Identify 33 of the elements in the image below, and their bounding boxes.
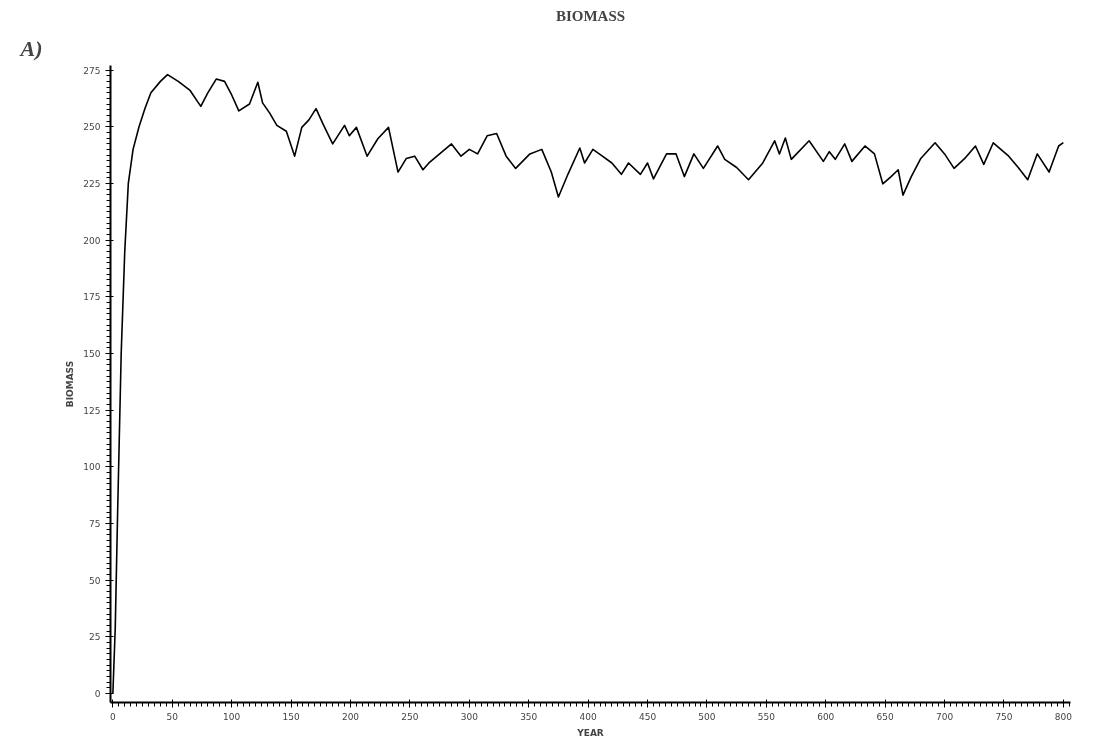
y-axis-title: BIOMASS xyxy=(65,360,76,408)
x-tick-label: 650 xyxy=(876,711,895,722)
x-tick-label: 400 xyxy=(579,711,597,722)
y-tick-label: 50 xyxy=(89,575,101,586)
x-axis-title: YEAR xyxy=(576,727,604,738)
y-tick-label: 175 xyxy=(83,292,101,303)
x-tick-label: 450 xyxy=(638,711,657,722)
x-tick-label: 350 xyxy=(520,711,538,722)
x-tick-label: 50 xyxy=(166,711,179,722)
y-tick-label: 25 xyxy=(89,632,101,643)
x-tick-label: 800 xyxy=(1054,711,1073,722)
x-tick-label: 750 xyxy=(995,711,1013,722)
y-tick-label: 125 xyxy=(83,405,101,416)
x-tick-label: 500 xyxy=(698,711,716,722)
y-tick-label: 200 xyxy=(83,235,101,246)
y-tick-label: 150 xyxy=(83,348,101,359)
y-tick-label: 100 xyxy=(83,462,101,473)
x-tick-label: 0 xyxy=(110,711,117,722)
x-tick-label: 700 xyxy=(935,711,954,722)
y-tick-label: 75 xyxy=(89,518,101,529)
x-tick-label: 150 xyxy=(282,711,300,722)
chart-title: BIOMASS xyxy=(555,7,626,24)
y-tick-label: 225 xyxy=(83,178,101,189)
x-tick-label: 200 xyxy=(341,711,360,722)
y-tick-label: 0 xyxy=(94,688,101,699)
x-tick-label: 250 xyxy=(401,711,419,722)
y-tick-label: 250 xyxy=(83,122,101,133)
x-tick-label: 100 xyxy=(223,711,241,722)
x-tick-label: 600 xyxy=(817,711,835,722)
x-tick-label: 550 xyxy=(757,711,776,722)
y-tick-label: 275 xyxy=(83,65,101,76)
x-tick-label: 300 xyxy=(460,711,479,722)
text: A) xyxy=(18,35,43,61)
